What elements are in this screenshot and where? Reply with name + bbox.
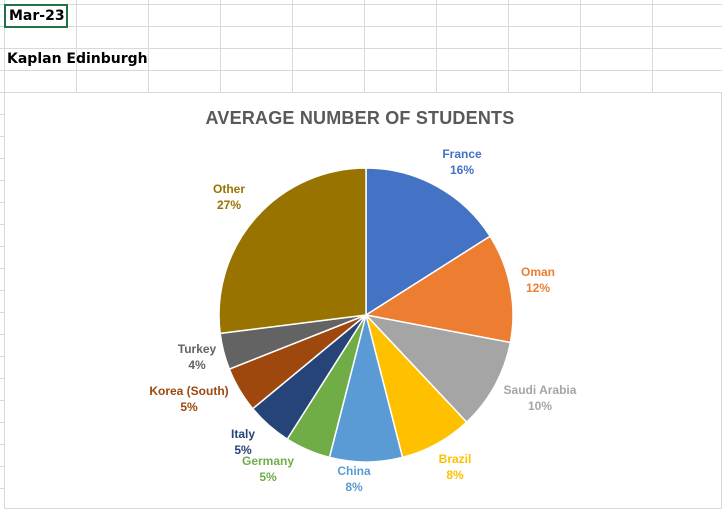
data-label-value-china: 8% <box>345 480 363 494</box>
pie-chart-plot: France 16% Oman 12% Saudi Arabia 10% Brazil 8% C… <box>149 147 577 494</box>
pie-chart[interactable]: AVERAGE NUMBER OF STUDENTS France 16% Oman… <box>4 92 722 509</box>
data-label-value-italy: 5% <box>234 443 252 457</box>
data-label-name-other: Other <box>213 182 245 196</box>
data-label-name-oman: Oman <box>521 265 555 279</box>
data-label-value-korea-south: 5% <box>180 400 198 414</box>
data-label-value-saudi-arabia: 10% <box>528 399 552 413</box>
data-label-value-germany: 5% <box>259 470 277 484</box>
data-label-value-oman: 12% <box>526 281 550 295</box>
data-label-name-china: China <box>337 464 371 478</box>
pie-slice-france[interactable] <box>365 167 492 317</box>
chart-title: AVERAGE NUMBER OF STUDENTS <box>205 108 515 128</box>
data-label-name-korea-south: Korea (South) <box>149 384 228 398</box>
data-label-name-saudi-arabia: Saudi Arabia <box>504 383 577 397</box>
pie-slice-oman[interactable] <box>363 235 514 344</box>
pie-slice-other[interactable] <box>218 167 367 335</box>
data-label-value-brazil: 8% <box>446 468 464 482</box>
data-label-name-turkey: Turkey <box>178 342 217 356</box>
data-label-name-italy: Italy <box>231 427 255 441</box>
pie-slice-saudi-arabia[interactable] <box>363 313 512 424</box>
data-label-name-france: France <box>442 147 482 161</box>
cell-a3-heading[interactable]: Kaplan Edinburgh <box>7 51 148 67</box>
data-label-value-france: 16% <box>450 163 474 177</box>
selected-cell-a1[interactable]: Mar-23 <box>4 4 68 28</box>
data-label-value-other: 27% <box>217 198 241 212</box>
data-label-value-turkey: 4% <box>188 358 206 372</box>
data-label-name-brazil: Brazil <box>439 452 472 466</box>
data-label-name-germany: Germany <box>242 454 294 468</box>
